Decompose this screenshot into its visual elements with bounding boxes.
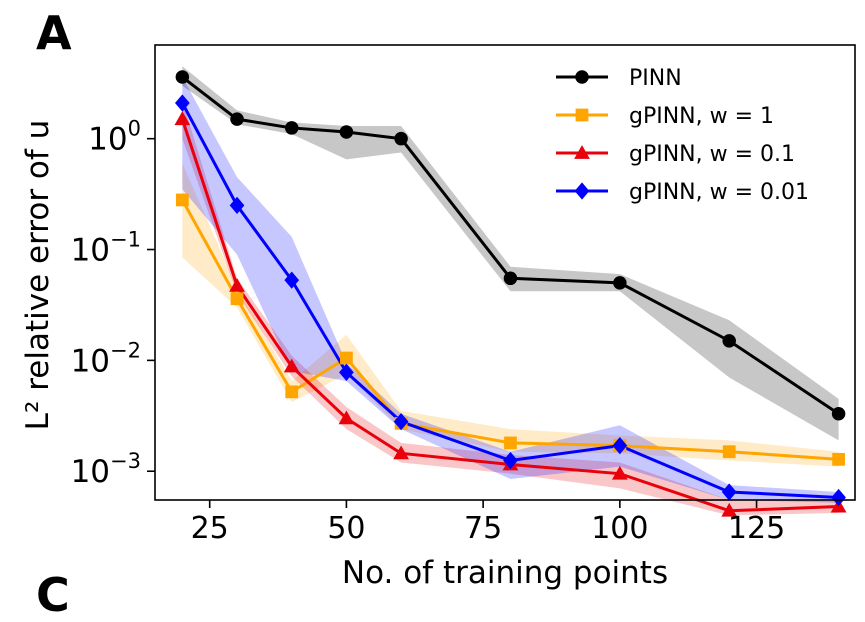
- data-point-2-6: [611, 465, 628, 480]
- data-point-0-2: [284, 121, 299, 135]
- legend-marker-0: [575, 70, 589, 84]
- data-point-0-7: [722, 334, 736, 348]
- series-markers: [174, 70, 847, 517]
- data-point-0-0: [175, 70, 190, 84]
- y-tick-label-0: 100: [88, 117, 141, 158]
- data-point-0-8: [831, 406, 846, 421]
- data-point-3-5: [503, 451, 518, 470]
- data-point-1-5: [504, 436, 517, 450]
- data-point-3-7: [721, 483, 737, 501]
- data-point-0-6: [613, 276, 627, 290]
- legend-label-3: gPINN, w = 0.01: [629, 180, 809, 205]
- y-axis-label: L² relative error of u: [20, 120, 56, 431]
- data-point-1-2: [285, 385, 299, 399]
- data-point-1-7: [722, 445, 736, 459]
- x-tick-label-4: 125: [728, 511, 785, 546]
- legend-marker-1: [575, 108, 589, 122]
- legend-marker-2: [574, 145, 590, 159]
- data-point-3-3: [339, 363, 354, 381]
- data-point-0-4: [394, 131, 408, 146]
- legend-label-1: gPINN, w = 1: [629, 104, 774, 129]
- legend: PINN gPINN, w = 1 gPINN, w = 0.1 gPINN, w =…: [556, 66, 809, 205]
- y-tick-exponent-2: −2: [110, 338, 141, 362]
- y-tick-base-2: 10: [71, 343, 110, 379]
- data-point-1-1: [230, 292, 244, 306]
- data-point-0-5: [503, 271, 518, 286]
- data-point-3-8: [831, 488, 846, 507]
- y-tick-exponent-0: 0: [128, 117, 141, 141]
- panel-label-c: C: [36, 568, 70, 622]
- x-axis-label: No. of training points: [342, 555, 668, 591]
- y-tick-base-3: 10: [71, 454, 110, 490]
- x-tick-label-3: 100: [591, 511, 648, 546]
- data-point-2-3: [338, 410, 355, 425]
- data-point-0-3: [339, 125, 354, 139]
- y-tick-label-1: 10−1: [71, 228, 141, 269]
- y-tick-exponent-1: −1: [110, 228, 141, 252]
- y-tick-label-2: 10−2: [71, 338, 141, 379]
- data-point-2-4: [393, 445, 409, 460]
- data-point-3-2: [284, 271, 300, 289]
- data-point-2-7: [721, 502, 738, 517]
- data-point-0-1: [230, 112, 244, 126]
- legend-label-0: PINN: [629, 66, 682, 91]
- y-tick-label-3: 10−3: [71, 449, 141, 490]
- data-point-3-4: [393, 413, 409, 431]
- x-tick-label-2: 75: [464, 511, 502, 546]
- legend-marker-3: [574, 182, 590, 200]
- y-tick-base-1: 10: [71, 233, 110, 269]
- x-tick-label-0: 25: [191, 511, 229, 546]
- data-point-3-1: [229, 196, 245, 215]
- data-point-1-0: [175, 193, 189, 207]
- data-point-3-0: [175, 94, 190, 112]
- y-tick-base-0: 10: [88, 122, 127, 158]
- data-point-3-6: [612, 437, 628, 455]
- panel-label-a: A: [36, 6, 72, 60]
- confidence-band-3: [182, 77, 839, 503]
- data-point-1-3: [340, 351, 353, 365]
- data-point-2-0: [174, 111, 191, 126]
- data-point-1-8: [832, 452, 845, 466]
- data-point-2-1: [229, 277, 245, 292]
- legend-label-2: gPINN, w = 0.1: [629, 142, 795, 167]
- plot-frame: [154, 44, 856, 501]
- x-axis-ticks: 25 50 75 100 125: [191, 500, 785, 546]
- x-tick-label-1: 50: [327, 511, 365, 546]
- y-tick-exponent-3: −3: [110, 449, 141, 473]
- data-point-2-2: [283, 358, 300, 373]
